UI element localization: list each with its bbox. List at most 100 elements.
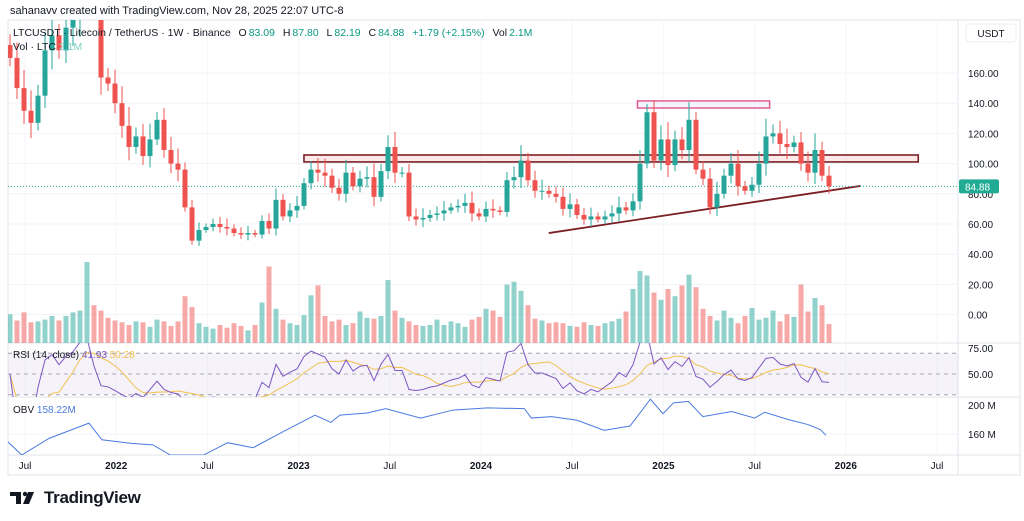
candle: [455, 199, 461, 213]
candle-body: [497, 210, 503, 212]
candle-body: [462, 202, 468, 206]
time-tick-label: 2022: [105, 461, 128, 472]
candle-body: [238, 233, 244, 235]
candle-body: [371, 177, 377, 197]
volume-bar: [168, 325, 174, 343]
candle-body: [56, 35, 62, 51]
candle: [609, 205, 615, 223]
candle: [707, 167, 713, 215]
volume-bar: [455, 323, 461, 343]
candle-body: [588, 216, 594, 220]
volume-bar: [784, 314, 790, 343]
candle-body: [217, 224, 223, 228]
volume-bar: [259, 302, 265, 343]
candle-body: [420, 217, 426, 220]
price-tick-label: 40.00: [968, 250, 993, 261]
candle-body: [399, 172, 405, 174]
candle: [686, 102, 692, 162]
candle-body: [511, 177, 517, 181]
candle: [126, 106, 132, 161]
volume-bar: [77, 310, 83, 343]
candle-body: [455, 205, 461, 208]
candle: [308, 160, 314, 190]
candle-body: [504, 180, 510, 212]
volume-bar: [483, 308, 489, 343]
drawings[interactable]: [8, 100, 958, 234]
support-trendline[interactable]: [548, 185, 861, 234]
volume-bar: [105, 317, 111, 343]
candle-body: [700, 169, 706, 179]
candle-body: [630, 201, 636, 211]
candle: [238, 227, 244, 240]
candle: [371, 163, 377, 207]
candle-body: [637, 163, 643, 202]
volume-bar: [357, 311, 363, 343]
volume-bar: [476, 316, 482, 343]
volume-bar: [315, 285, 321, 343]
volume-bar: [588, 325, 594, 343]
low-label: L: [326, 27, 333, 39]
volume-bar: [560, 323, 566, 343]
candle-body: [616, 207, 622, 214]
rsi-ma-line: [9, 352, 830, 397]
resistance-zone[interactable]: [303, 154, 920, 163]
chart-credit: sahanavv created with TradingView.com, N…: [10, 5, 344, 17]
candle-body: [133, 136, 139, 147]
open-value: 83.09: [248, 27, 275, 39]
candle-body: [721, 175, 727, 194]
volume-bar: [133, 321, 139, 343]
volume-bar: [238, 325, 244, 343]
candle-body: [560, 196, 566, 209]
volume-bar: [322, 316, 328, 343]
volume-bar: [700, 308, 706, 343]
candle: [476, 208, 482, 221]
rsi-legend-label[interactable]: RSI (14, close): [13, 350, 80, 361]
axes[interactable]: 160.00 140.00 120.00 100.00 80.00 60.00 40.00 2…: [19, 69, 999, 472]
volume-bar: [714, 320, 720, 343]
candle-body: [728, 163, 734, 176]
volume-bar: [182, 296, 188, 343]
volume-bar: [616, 318, 622, 343]
volume-bar: [763, 317, 769, 343]
volume-bar: [756, 319, 762, 343]
candle: [42, 31, 48, 108]
candle-body: [644, 112, 650, 164]
volume-legend-label[interactable]: Vol · LTC: [13, 41, 56, 53]
candle-body: [574, 204, 580, 215]
candle: [189, 199, 195, 245]
candle: [273, 188, 279, 236]
candle: [364, 166, 370, 188]
candle-body: [819, 150, 825, 176]
candle-body: [609, 213, 615, 217]
volume-bar: [189, 307, 195, 343]
volume-series: [8, 262, 832, 343]
volume-bar: [805, 311, 811, 343]
candle: [812, 133, 818, 185]
volume-bar: [371, 318, 377, 343]
volume-bar: [434, 319, 440, 343]
symbol-title[interactable]: LTCUSDT · Litecoin / TetherUS · 1W · Bin…: [13, 27, 231, 39]
volume-bar: [819, 305, 825, 343]
candle-body: [539, 190, 545, 192]
top-zone[interactable]: [636, 100, 771, 109]
currency-button[interactable]: [965, 23, 1017, 43]
obv-value: 158.22M: [36, 405, 76, 416]
obv-legend-label[interactable]: OBV: [13, 405, 35, 416]
candle: [350, 166, 356, 191]
candle-body: [693, 119, 699, 170]
chart-frame: [7, 19, 1021, 476]
candle-body: [315, 169, 321, 173]
candle-body: [350, 172, 356, 187]
volume-bar: [175, 321, 181, 343]
candle-body: [714, 193, 720, 208]
price-tick-label: 160.00: [968, 69, 999, 80]
candle: [63, 20, 69, 64]
volume-bar: [623, 311, 629, 343]
candle-body: [301, 183, 307, 206]
volume-bar: [749, 307, 755, 343]
rsi-tick-label: 50.00: [968, 370, 993, 381]
candle: [651, 100, 657, 168]
candle: [385, 135, 391, 180]
candle: [672, 130, 678, 172]
